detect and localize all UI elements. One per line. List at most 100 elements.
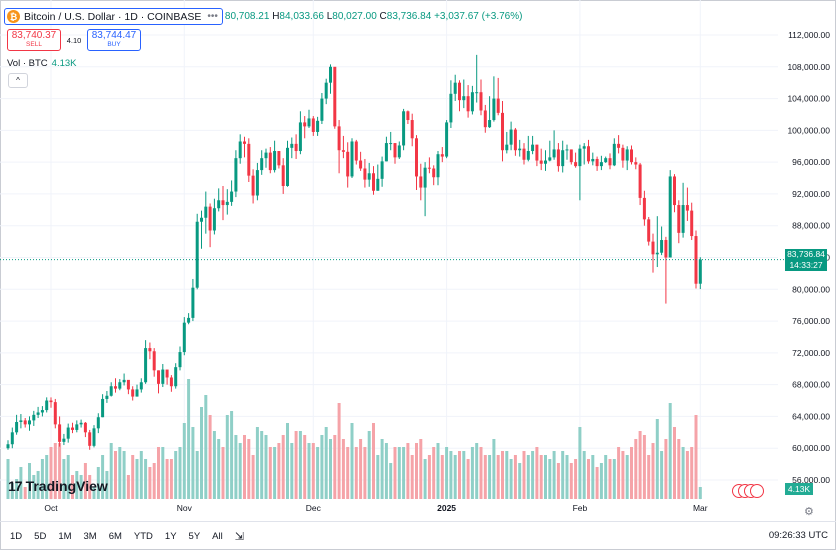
candle-body	[638, 164, 642, 198]
timeframe-3m[interactable]: 3M	[83, 531, 97, 542]
volume-bar	[522, 451, 526, 499]
sell-button[interactable]: 83,740.37 SELL	[7, 29, 61, 51]
volume-bar	[513, 455, 517, 499]
utc-clock[interactable]: 09:26:33 UTC	[768, 530, 828, 541]
candle-body	[556, 149, 560, 167]
candle-body	[174, 367, 178, 387]
candle-body	[161, 369, 165, 384]
bitcoin-icon: ₿	[7, 10, 20, 23]
candle-body	[470, 92, 474, 112]
volume-bar	[595, 467, 599, 499]
volume-bar	[440, 455, 444, 499]
volume-bar	[647, 455, 651, 499]
ohlc-values: 80,708.21 H84,033.66 L80,027.00 C83,736.…	[225, 11, 523, 22]
volume-bar	[552, 451, 556, 499]
candle-body	[359, 160, 363, 169]
candle-body	[419, 176, 423, 188]
more-icon[interactable]: •••	[207, 11, 218, 22]
volume-bar	[157, 447, 160, 499]
volume-bars	[6, 379, 702, 499]
volume-bar	[217, 439, 221, 499]
volume-bar	[96, 467, 100, 499]
candle-body	[668, 176, 672, 258]
candle-body	[595, 158, 599, 167]
volume-bar	[161, 447, 165, 499]
time-tick-label: 2025	[437, 503, 456, 513]
volume-bar	[307, 443, 311, 499]
chevron-up-icon: ^	[16, 76, 20, 85]
go-to-date-icon[interactable]: ⇲	[234, 531, 244, 543]
candle-body	[230, 191, 234, 202]
candle-body	[75, 424, 79, 430]
volume-bar	[423, 459, 427, 499]
candle-body	[634, 162, 638, 165]
candle-body	[277, 151, 281, 166]
timeframe-ytd[interactable]: YTD	[133, 531, 153, 542]
volume-bar	[260, 431, 264, 499]
volume-bar	[131, 455, 135, 499]
volume-tag: 4.13K	[785, 483, 813, 495]
timeframe-1d[interactable]: 1D	[10, 531, 23, 542]
volume-bar	[604, 455, 608, 499]
time-axis[interactable]: Oct Nov Dec 2025 Feb Mar	[44, 503, 707, 513]
candle-body	[660, 240, 664, 253]
candle-body	[212, 208, 216, 231]
volume-bar	[53, 443, 57, 499]
buy-label: BUY	[107, 41, 121, 48]
timeframe-5d[interactable]: 5D	[34, 531, 47, 542]
volume-bar	[251, 455, 255, 499]
candle-body	[522, 148, 526, 160]
last-price-tag: 83,736.84 14:33:27	[785, 249, 827, 271]
candle-body	[217, 200, 221, 209]
candle-body	[316, 120, 320, 132]
event-marker-icon[interactable]	[750, 484, 764, 498]
volume-bar	[681, 447, 685, 499]
events-markers[interactable]	[732, 484, 764, 498]
candle-body	[28, 420, 31, 425]
candle-body	[513, 129, 517, 151]
collapse-legend-button[interactable]: ^	[8, 73, 28, 88]
candle-body	[15, 421, 19, 433]
volume-legend[interactable]: Vol · BTC 4.13K	[7, 58, 76, 69]
price-tick-label: 112,000.00	[788, 30, 830, 40]
candle-body	[96, 417, 100, 429]
volume-bar	[200, 407, 203, 499]
candle-body	[483, 110, 487, 128]
low-value: 80,027.00	[332, 11, 377, 22]
open-value: 80,708.21	[224, 11, 270, 22]
volume-bar	[367, 431, 371, 499]
timeframe-1y[interactable]: 1Y	[164, 531, 177, 542]
timeframe-6m[interactable]: 6M	[108, 531, 122, 542]
volume-bar	[372, 423, 375, 499]
volume-bar	[298, 431, 302, 499]
volume-bar	[634, 439, 638, 499]
volume-bar	[169, 459, 173, 499]
candle-body	[109, 386, 113, 396]
timeframe-all[interactable]: All	[212, 531, 223, 542]
candle-body	[698, 259, 702, 284]
volume-bar	[49, 447, 53, 499]
symbol-selector[interactable]: ₿ Bitcoin / U.S. Dollar · 1D · COINBASE …	[4, 8, 223, 25]
volume-bar	[281, 435, 285, 499]
timeframe-5y[interactable]: 5Y	[188, 531, 201, 542]
volume-bar	[191, 427, 195, 499]
time-tick-label: Dec	[306, 503, 322, 513]
volume-bar	[677, 439, 681, 499]
candle-body	[118, 382, 122, 389]
candle-body	[458, 82, 461, 101]
volume-bar	[45, 455, 49, 499]
volume-bar	[286, 423, 289, 499]
volume-bar	[178, 447, 182, 499]
tradingview-logo[interactable]: 17 TradingView	[8, 478, 108, 494]
volume-bar	[449, 451, 453, 499]
timeframe-1m[interactable]: 1M	[58, 531, 72, 542]
candle-body	[148, 348, 152, 352]
gear-icon[interactable]: ⚙	[804, 506, 814, 518]
buy-button[interactable]: 83,744.47 BUY	[87, 29, 141, 51]
volume-bar	[591, 455, 595, 499]
candle-body	[273, 151, 277, 171]
volume-bar	[556, 463, 560, 499]
volume-bar	[135, 459, 139, 499]
volume-bar	[144, 459, 148, 499]
